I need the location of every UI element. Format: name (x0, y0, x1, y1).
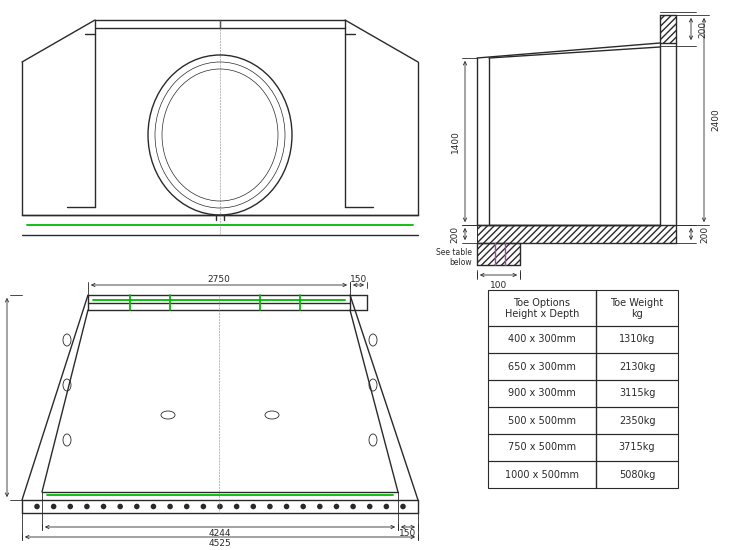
Circle shape (317, 504, 323, 509)
Text: 100: 100 (490, 280, 507, 289)
Bar (488, 326, 678, 353)
Text: 4525: 4525 (209, 540, 232, 548)
Text: 150: 150 (400, 530, 417, 538)
Circle shape (367, 504, 372, 509)
Circle shape (101, 504, 107, 509)
Text: 2130kg: 2130kg (619, 361, 655, 371)
Text: 150: 150 (350, 274, 367, 283)
Text: Toe Options: Toe Options (514, 298, 571, 308)
Circle shape (383, 504, 389, 509)
Text: 500 x 500mm: 500 x 500mm (508, 415, 576, 426)
Text: 2400: 2400 (711, 109, 721, 131)
Bar (488, 407, 678, 434)
Circle shape (218, 504, 223, 509)
Text: 900 x 300mm: 900 x 300mm (508, 388, 576, 399)
Circle shape (234, 504, 240, 509)
Circle shape (84, 504, 90, 509)
Text: See table
below: See table below (436, 248, 472, 267)
Text: 4244: 4244 (209, 530, 231, 538)
Text: 2750: 2750 (207, 274, 230, 283)
Bar (477, 225, 676, 243)
Text: 200: 200 (451, 226, 460, 243)
Text: 200: 200 (699, 20, 707, 37)
Text: Toe Weight: Toe Weight (610, 298, 664, 308)
Circle shape (250, 504, 256, 509)
Circle shape (167, 504, 173, 509)
Bar (488, 380, 678, 407)
Circle shape (201, 504, 206, 509)
Text: 1000 x 500mm: 1000 x 500mm (505, 470, 579, 480)
Text: 200: 200 (701, 226, 710, 243)
Circle shape (151, 504, 156, 509)
Text: 2350kg: 2350kg (619, 415, 655, 426)
Circle shape (350, 504, 356, 509)
Text: 3115kg: 3115kg (619, 388, 655, 399)
Circle shape (400, 504, 406, 509)
Circle shape (51, 504, 56, 509)
Circle shape (267, 504, 273, 509)
Circle shape (184, 504, 189, 509)
Circle shape (134, 504, 140, 509)
Bar (488, 434, 678, 461)
Bar (477, 243, 520, 265)
Bar (488, 290, 678, 326)
Text: 1400: 1400 (451, 130, 460, 153)
Circle shape (300, 504, 306, 509)
Circle shape (334, 504, 339, 509)
Circle shape (283, 504, 289, 509)
Text: Height x Depth: Height x Depth (505, 309, 579, 319)
Bar (660, 15, 676, 43)
Text: 5080kg: 5080kg (619, 470, 655, 480)
Text: 1310kg: 1310kg (619, 334, 655, 344)
Text: 750 x 500mm: 750 x 500mm (508, 443, 576, 453)
Text: kg: kg (631, 309, 643, 319)
Text: 400 x 300mm: 400 x 300mm (508, 334, 576, 344)
Circle shape (34, 504, 40, 509)
Text: 650 x 300mm: 650 x 300mm (508, 361, 576, 371)
Circle shape (118, 504, 123, 509)
Circle shape (67, 504, 73, 509)
Bar (488, 461, 678, 488)
Text: 2200: 2200 (0, 386, 1, 409)
Bar (488, 353, 678, 380)
Text: 3715kg: 3715kg (619, 443, 655, 453)
